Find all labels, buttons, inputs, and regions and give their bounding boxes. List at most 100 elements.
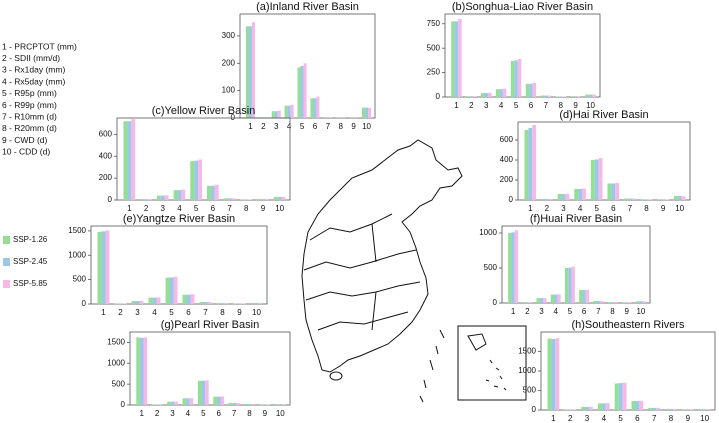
x-tick-label: 5 xyxy=(201,409,206,418)
bar: SSP-1.26 xyxy=(640,199,645,200)
bar: SSP-5.85 xyxy=(241,303,246,304)
panel-title: (d)Hai River Basin xyxy=(559,109,648,121)
y-tick-label: 400 xyxy=(99,151,113,160)
bar: SSP-5.85 xyxy=(368,107,372,118)
bar: SSP-2.45 xyxy=(216,396,221,405)
bar: SSP-5.85 xyxy=(266,404,271,405)
bar: SSP-5.85 xyxy=(547,95,552,97)
bar: SSP-1.26 xyxy=(197,380,202,405)
bar: SSP-2.45 xyxy=(277,196,282,200)
y-tick-label: 1500 xyxy=(518,347,536,356)
bar: SSP-5.85 xyxy=(207,302,212,304)
bar: SSP-2.45 xyxy=(627,198,632,200)
bar: SSP-2.45 xyxy=(611,183,616,200)
bar: SSP-5.85 xyxy=(582,188,586,200)
bar: SSP-1.26 xyxy=(451,21,455,97)
x-tick-label: 9 xyxy=(237,308,242,317)
bar: SSP-5.85 xyxy=(181,189,186,200)
x-tick-label: 1 xyxy=(248,122,253,131)
bar: SSP-1.26 xyxy=(581,406,586,410)
bar: SSP-1.26 xyxy=(250,303,255,304)
bar: SSP-2.45 xyxy=(573,96,578,97)
y-tick-label: 600 xyxy=(500,135,514,144)
x-tick-label: 4 xyxy=(499,101,504,110)
panel-title: (e)Yangtze River Basin xyxy=(123,213,235,225)
bar: SSP-2.45 xyxy=(528,128,533,200)
x-tick-label: 1 xyxy=(127,204,132,213)
bar: SSP-2.45 xyxy=(661,199,666,200)
bar: SSP-1.26 xyxy=(557,194,562,200)
bar: SSP-1.26 xyxy=(228,402,233,405)
x-tick-label: 3 xyxy=(561,204,566,213)
bar: SSP-5.85 xyxy=(577,96,581,97)
panel-title: (a)Inland River Basin xyxy=(256,1,359,13)
bar: SSP-5.85 xyxy=(189,398,194,405)
bar: SSP-1.26 xyxy=(233,303,238,304)
bar: SSP-5.85 xyxy=(131,119,136,200)
y-tick-label: 600 xyxy=(99,130,113,139)
bar: SSP-5.85 xyxy=(585,289,590,303)
bar: SSP-2.45 xyxy=(644,199,649,200)
bar: SSP-5.85 xyxy=(277,110,281,118)
x-tick-label: 6 xyxy=(611,204,616,213)
index-legend-item: 9 - CWD (d) xyxy=(2,135,48,145)
x-tick-label: 5 xyxy=(169,308,174,317)
x-tick-label: 3 xyxy=(161,204,166,213)
bar: SSP-2.45 xyxy=(144,199,148,200)
y-tick-label: 100 xyxy=(222,86,236,95)
bar: SSP-1.26 xyxy=(297,67,301,118)
bar: SSP-1.26 xyxy=(550,294,555,303)
bar: SSP-2.45 xyxy=(596,300,600,303)
map-basin-boundaries xyxy=(303,213,421,331)
bar: SSP-2.45 xyxy=(326,117,330,118)
bar: SSP-5.85 xyxy=(532,125,537,200)
bar: SSP-1.26 xyxy=(362,107,366,118)
bar: SSP-5.85 xyxy=(615,183,620,200)
bar: SSP-1.26 xyxy=(167,401,171,405)
bar: SSP-5.85 xyxy=(648,199,653,200)
bar: SSP-5.85 xyxy=(555,338,560,410)
bar: SSP-2.45 xyxy=(511,232,515,303)
bar: SSP-2.45 xyxy=(232,402,236,405)
x-tick-label: 9 xyxy=(261,204,266,213)
index-legend-item: 4 - Rx5day (mm) xyxy=(2,76,65,86)
bar: SSP-5.85 xyxy=(514,230,519,303)
bar: SSP-5.85 xyxy=(672,408,677,410)
bar: SSP-2.45 xyxy=(454,21,459,97)
bar: SSP-2.45 xyxy=(139,337,144,405)
x-tick-label: 6 xyxy=(211,204,216,213)
x-tick-label: 7 xyxy=(203,308,208,317)
bar: SSP-5.85 xyxy=(458,18,462,97)
bar: SSP-2.45 xyxy=(278,404,283,405)
index-legend-item: 10 - CDD (d) xyxy=(2,147,50,157)
x-tick-label: 9 xyxy=(624,307,629,316)
bar: SSP-5.85 xyxy=(205,380,209,405)
panel: (b)Songhua-Liao River Basin 0 250 500 750 1 SS… xyxy=(427,1,601,110)
bar: SSP-5.85 xyxy=(251,22,255,118)
bar: SSP-1.26 xyxy=(216,303,221,304)
bar: SSP-1.26 xyxy=(284,105,288,118)
index-legend-item: 3 - Rx1day (mm) xyxy=(2,65,65,75)
bar: SSP-1.26 xyxy=(607,183,612,200)
x-tick-label: 10 xyxy=(675,204,684,213)
bar: SSP-2.45 xyxy=(220,303,225,304)
bar: SSP-2.45 xyxy=(561,194,566,200)
bar: SSP-5.85 xyxy=(251,403,255,405)
bar: SSP-5.85 xyxy=(473,96,477,97)
index-legend-item: 6 - R99p (mm) xyxy=(2,100,57,110)
bar: SSP-5.85 xyxy=(622,382,627,410)
bar: SSP-1.26 xyxy=(165,277,170,304)
x-tick-label: 4 xyxy=(152,308,157,317)
bar: SSP-2.45 xyxy=(585,406,589,410)
bar: SSP-2.45 xyxy=(135,301,140,304)
bar: SSP-5.85 xyxy=(614,302,618,303)
bar: SSP-5.85 xyxy=(158,404,163,405)
bar: SSP-2.45 xyxy=(635,401,640,410)
x-tick-label: 6 xyxy=(186,308,191,317)
bar: SSP-2.45 xyxy=(118,303,123,304)
bar: SSP-1.26 xyxy=(240,199,245,200)
bar: SSP-2.45 xyxy=(274,111,278,118)
y-tick-label: 300 xyxy=(222,31,236,40)
x-tick-label: 4 xyxy=(553,307,558,316)
y-tick-label: 0 xyxy=(82,299,87,308)
